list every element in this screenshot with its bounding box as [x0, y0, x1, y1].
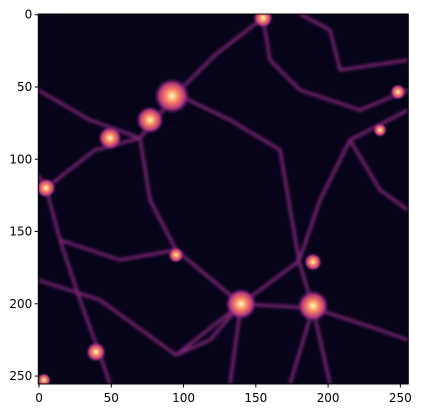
- image: [38, 14, 409, 384]
- x-tick-label: 250: [389, 391, 412, 405]
- y-tick-label: 100: [9, 152, 32, 166]
- x-tick-label: 50: [104, 391, 119, 405]
- y-tick-label: 0: [25, 8, 33, 22]
- plot-frame: [37, 13, 409, 385]
- y-tick-label: 50: [17, 80, 32, 94]
- x-tick-label: 150: [244, 391, 267, 405]
- x-tick-label: 200: [317, 391, 340, 405]
- x-tick-label: 100: [172, 391, 195, 405]
- y-tick-label: 250: [9, 369, 32, 383]
- y-tick-label: 150: [9, 225, 32, 239]
- x-tick-label: 0: [35, 391, 43, 405]
- y-tick-label: 200: [9, 297, 32, 311]
